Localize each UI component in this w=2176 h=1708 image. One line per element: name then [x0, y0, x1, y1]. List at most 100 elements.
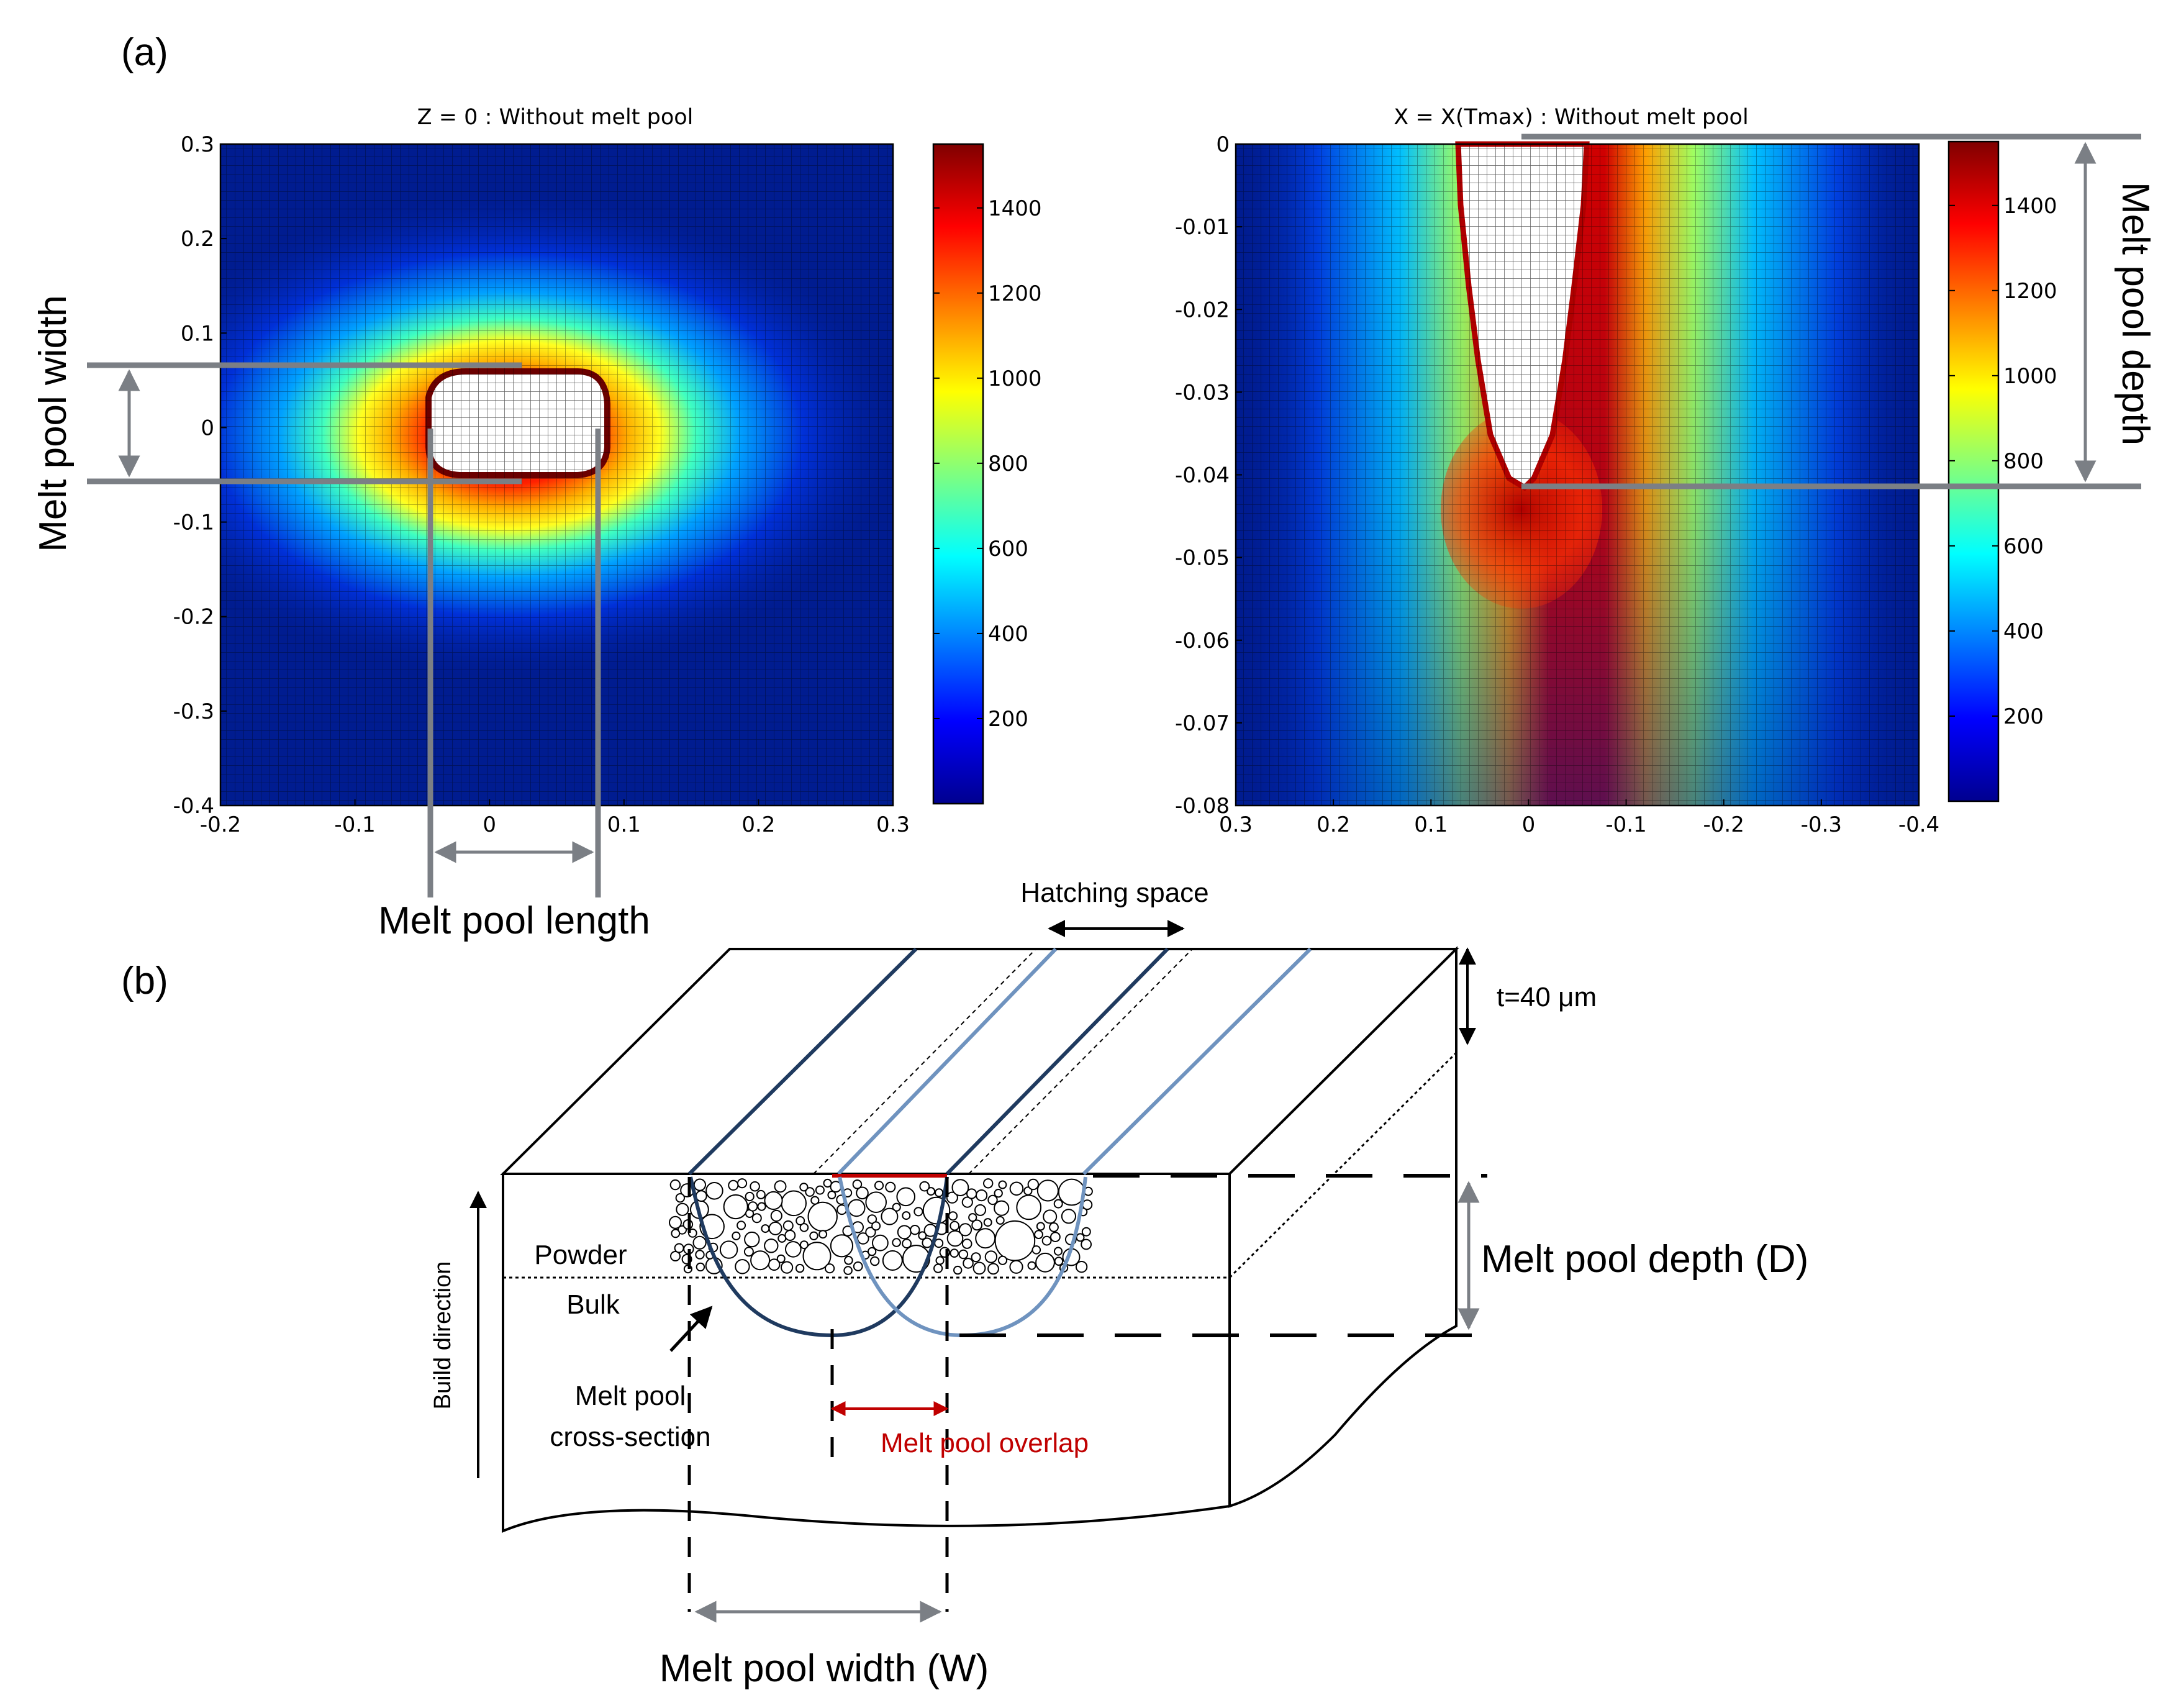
y-tick-label: -0.04 [1175, 463, 1230, 488]
powder-particle [675, 1193, 686, 1203]
powder-particle [913, 1207, 923, 1217]
track-line-3 [945, 947, 1169, 1176]
track-line-1 [687, 947, 918, 1176]
plot-z0: Z = 0 : Without melt pool -0.2 -0.1 0 0.1 0.… [173, 105, 910, 837]
powder-particle [968, 1213, 977, 1222]
plot-z0-ticks: -0.2 -0.1 0 0.1 0.2 0.3 0.3 0.2 0.1 0 -0.1 -0.2 -0.3… [173, 132, 910, 837]
y-tick-label: 0.3 [181, 132, 214, 157]
y-tick-label: 0.1 [181, 321, 214, 346]
powder-particle [902, 1238, 912, 1249]
powder-particle [1034, 1230, 1043, 1239]
powder-particle [744, 1231, 760, 1248]
powder-particle [1076, 1233, 1085, 1242]
x-tick-label: 0 [1522, 812, 1536, 837]
overlap-text: Melt pool overlap [881, 1428, 1089, 1458]
powder-particle [963, 1258, 974, 1269]
powder-particle [867, 1247, 877, 1256]
powder-particle [961, 1238, 972, 1249]
y-tick-label: -0.2 [173, 605, 214, 630]
powder-particle [827, 1191, 836, 1199]
x-tick-label: -0.3 [1801, 812, 1842, 837]
powder-particle [951, 1179, 969, 1196]
powder-text: Powder [534, 1240, 627, 1270]
colorbar-left-bar [932, 143, 984, 805]
powder-particle [961, 1196, 973, 1208]
x-tick-label: 0 [483, 812, 496, 837]
powder-particle [1050, 1232, 1061, 1242]
powder-particle [799, 1223, 809, 1232]
powder-particle [958, 1223, 972, 1237]
powder-particle [987, 1194, 998, 1206]
y-tick-label: 0.2 [181, 227, 214, 252]
x-tick-label: 0.3 [1219, 812, 1253, 837]
x-tick-label: 0.1 [1414, 812, 1448, 837]
powder-particle [983, 1218, 992, 1227]
plot-xtmax-grid [1236, 144, 1919, 806]
powder-particle [1041, 1235, 1052, 1246]
colorbar-left-ticks: 1400 1200 1000 800 600 400 200 [933, 196, 1042, 732]
powder-particle [671, 1229, 681, 1238]
powder-particle [1049, 1222, 1059, 1232]
powder-particle [770, 1209, 782, 1222]
powder-particle [723, 1194, 748, 1220]
powder-particle [871, 1221, 881, 1231]
plot-z0-title: Z = 0 : Without melt pool [417, 105, 694, 130]
powder-particle [695, 1250, 705, 1260]
powder-particle [946, 1191, 958, 1204]
powder-particle [696, 1262, 705, 1272]
powder-particle [1036, 1222, 1045, 1231]
powder-particle [743, 1247, 754, 1257]
y-tick-label: -0.06 [1175, 629, 1230, 653]
track-center-1 [813, 948, 1036, 1174]
cross-section-text-1: Melt pool [575, 1381, 686, 1411]
powder-particle [796, 1216, 805, 1225]
powder-particle [1075, 1261, 1088, 1273]
powder-particle [927, 1187, 936, 1196]
powder-particle [748, 1201, 758, 1212]
colorbar-right-bar [1947, 140, 2000, 802]
powder-particle [799, 1183, 809, 1192]
powder-particle [781, 1261, 794, 1274]
powder-particle [799, 1240, 809, 1250]
build-direction-annot: Build direction [430, 1191, 487, 1478]
cross-section-arrow [669, 1306, 713, 1352]
powder-particle [958, 1249, 969, 1260]
powder-particle [867, 1214, 877, 1224]
powder-particle [919, 1181, 930, 1192]
powder-particle [745, 1191, 755, 1202]
y-tick-label: -0.4 [173, 794, 214, 819]
powder-particle [892, 1202, 901, 1212]
powder-particle [728, 1179, 739, 1191]
powder-particle [847, 1199, 866, 1217]
powder-particle [1031, 1245, 1041, 1255]
powder-particle [857, 1232, 869, 1245]
powder-particle [676, 1202, 689, 1216]
powder-particle [950, 1220, 960, 1231]
y-tick-label: -0.3 [173, 699, 214, 724]
colorbar-tick-label: 400 [988, 622, 1028, 647]
block-side-face [1228, 946, 1457, 1508]
colorbar-tick-label: 200 [988, 707, 1028, 732]
colorbar-tick-label: 1200 [988, 281, 1042, 306]
powder-particle [1009, 1260, 1023, 1274]
powder-particle [768, 1221, 782, 1235]
powder-particle [843, 1266, 853, 1275]
powder-particle [865, 1227, 876, 1238]
powder-particle [802, 1242, 832, 1271]
overlap-annot: Melt pool overlap [830, 1401, 1089, 1458]
powder-particle [732, 1231, 741, 1241]
powder-particle [670, 1251, 681, 1261]
powder-particle [818, 1230, 828, 1239]
powder-particle [735, 1259, 750, 1274]
powder-particle [1009, 1181, 1024, 1196]
annot-depth-text: Melt pool depth [2114, 182, 2157, 445]
x-tick-label: -0.2 [1703, 812, 1744, 837]
colorbar-tick-label: 800 [988, 452, 1028, 476]
powder-particle [830, 1234, 854, 1258]
powder-particle [807, 1201, 838, 1232]
depth-d-annot: Melt pool depth (D) [1457, 1181, 1808, 1330]
cross-section-annot: Melt pool cross-section [550, 1306, 713, 1452]
powder-particle [885, 1181, 896, 1192]
annot-width-text: Melt pool width [32, 295, 75, 552]
